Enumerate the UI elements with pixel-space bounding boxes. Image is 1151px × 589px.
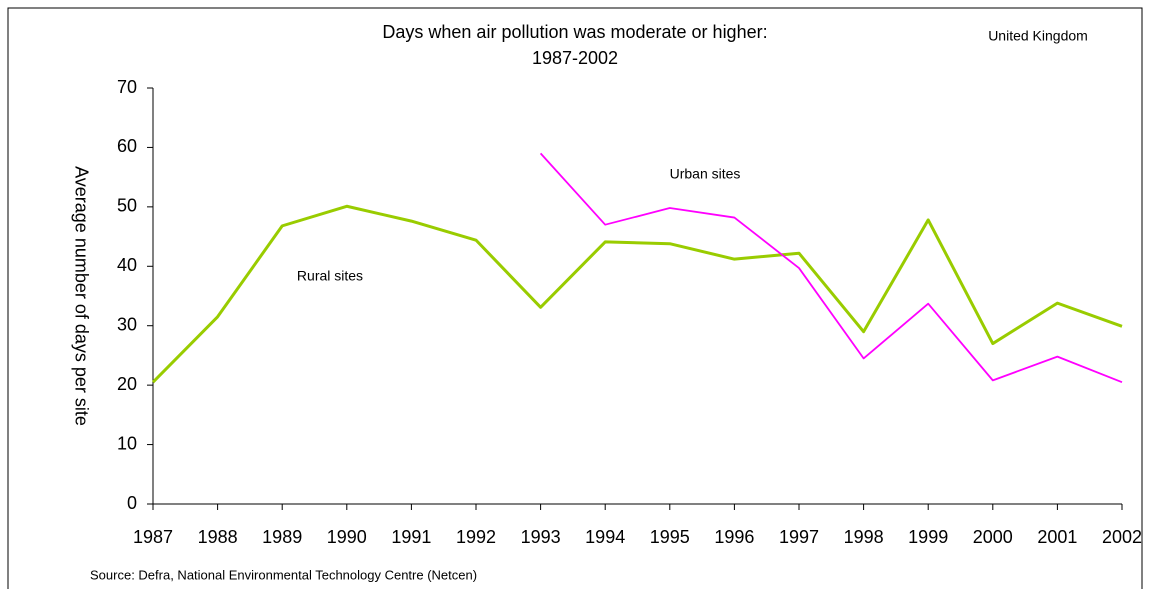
x-tick-label: 2001 <box>1037 527 1077 547</box>
x-tick-label: 2000 <box>973 527 1013 547</box>
x-tick-label: 1993 <box>521 527 561 547</box>
y-tick-label: 30 <box>117 314 137 334</box>
y-axis-label: Average number of days per site <box>71 166 91 426</box>
frame <box>7 7 1143 589</box>
x-tick-label: 2002 <box>1102 527 1142 547</box>
x-tick-label: 1994 <box>585 527 625 547</box>
x-tick-label: 1997 <box>779 527 819 547</box>
x-tick-label: 1991 <box>391 527 431 547</box>
series-line <box>539 152 1123 384</box>
x-tick-label: 1992 <box>456 527 496 547</box>
x-tick-label: 1987 <box>133 527 173 547</box>
subtitle: United Kingdom <box>988 28 1088 44</box>
chart-title: 1987-2002 <box>532 48 618 68</box>
x-tick-label: 1996 <box>714 527 754 547</box>
x-tick-label: 1999 <box>908 527 948 547</box>
chart-title: Days when air pollution was moderate or … <box>382 22 767 42</box>
x-tick-label: 1990 <box>327 527 367 547</box>
y-tick-label: 20 <box>117 374 137 394</box>
y-tick-label: 60 <box>117 136 137 156</box>
source: Source: Defra, National Environmental Te… <box>90 567 477 582</box>
x-tick-label: 1998 <box>844 527 884 547</box>
y-tick-label: 40 <box>117 255 137 275</box>
annotation: Rural sites <box>297 268 363 284</box>
x-tick-label: 1988 <box>198 527 238 547</box>
y-tick-label: 70 <box>117 77 137 97</box>
x-tick-label: 1989 <box>262 527 302 547</box>
y-tick-label: 10 <box>117 433 137 453</box>
y-tick-label: 0 <box>127 493 137 513</box>
series-line <box>151 204 1123 384</box>
x-tick-label: 1995 <box>650 527 690 547</box>
y-tick-label: 50 <box>117 196 137 216</box>
annotation: Urban sites <box>670 166 741 182</box>
